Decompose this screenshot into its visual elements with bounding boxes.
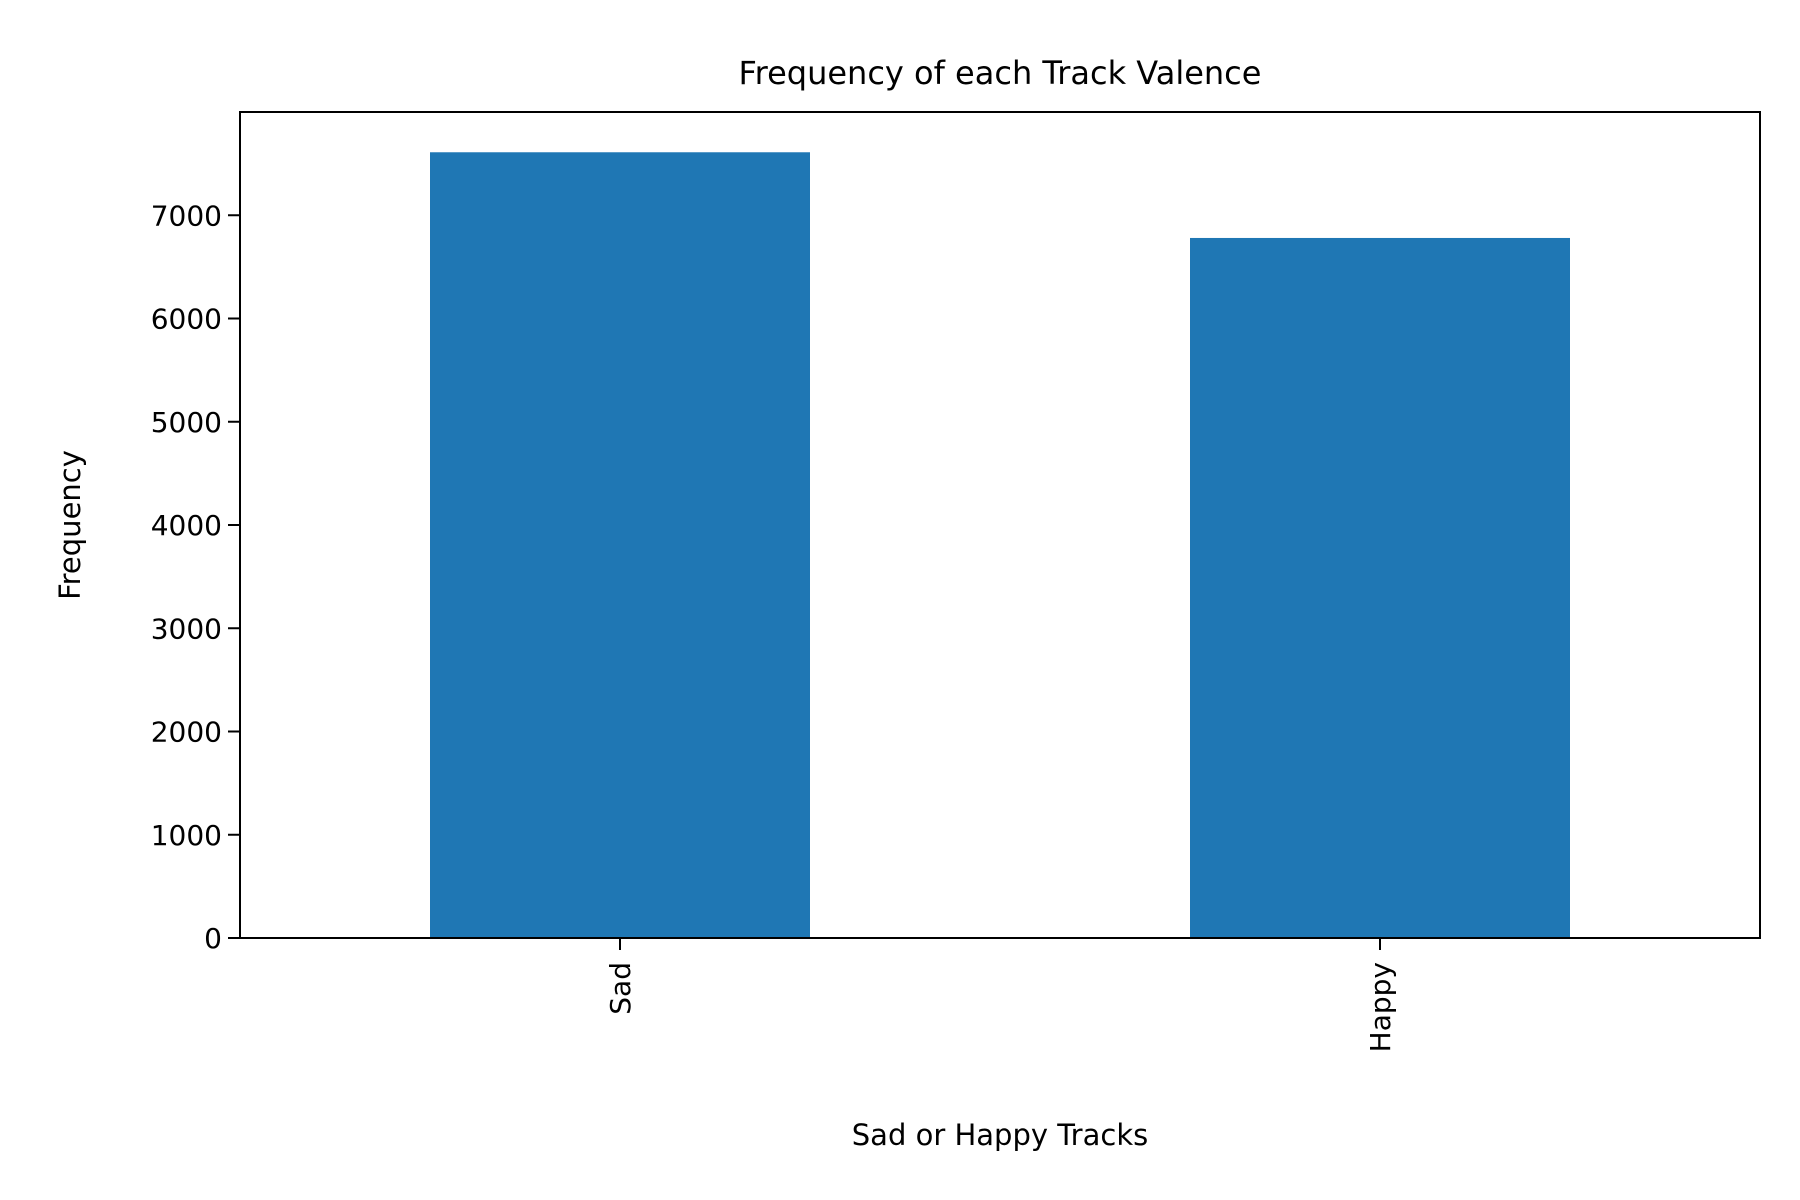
y-tick-label: 6000 (151, 303, 222, 336)
y-axis-ticks: 0 1000 2000 3000 4000 5000 6000 7000 (151, 199, 240, 955)
y-tick-label: 2000 (151, 716, 222, 749)
bar-sad (430, 152, 810, 938)
chart-title: Frequency of each Track Valence (739, 54, 1262, 92)
x-tick-label: Sad (604, 962, 637, 1015)
x-tick-label: Happy (1364, 962, 1397, 1052)
bar-happy (1190, 237, 1570, 939)
plot-frame (239, 111, 1761, 939)
y-tick-label: 1000 (151, 819, 222, 852)
y-tick-label: 5000 (151, 406, 222, 439)
y-tick-label: 3000 (151, 612, 222, 645)
y-tick-label: 7000 (151, 199, 222, 232)
bar-group (430, 152, 1570, 939)
x-axis-ticks: Sad Happy (604, 938, 1397, 1052)
x-axis-label: Sad or Happy Tracks (852, 1118, 1148, 1152)
y-tick-label: 0 (204, 922, 222, 955)
y-tick-label: 4000 (151, 509, 222, 542)
y-axis-label: Frequency (53, 450, 87, 600)
